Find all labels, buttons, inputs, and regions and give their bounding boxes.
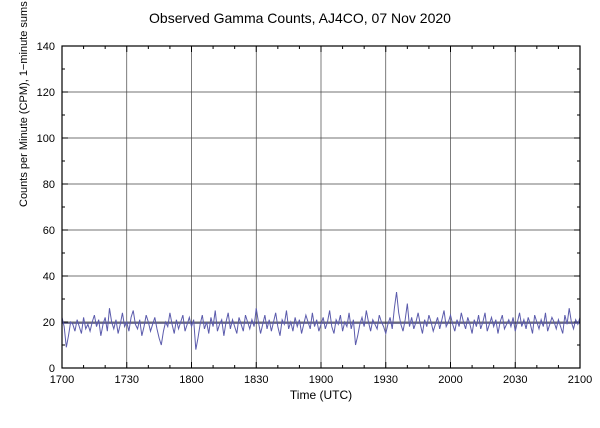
- gamma-counts-series: [61, 292, 581, 350]
- y-tick-label: 20: [43, 317, 55, 329]
- x-tick-label: 1930: [374, 374, 398, 386]
- x-tick-label: 2030: [503, 374, 527, 386]
- y-tick-label: 60: [43, 225, 55, 237]
- x-tick-label: 2100: [568, 374, 592, 386]
- x-tick-label: 1900: [309, 374, 333, 386]
- y-tick-label: 140: [37, 41, 55, 53]
- x-tick-label: 1830: [244, 374, 268, 386]
- x-tick-label: 1730: [115, 374, 139, 386]
- plot-border: [61, 45, 581, 369]
- x-axis-label: Time (UTC): [289, 388, 353, 402]
- y-tick-label: 40: [43, 271, 55, 283]
- y-tick-label: 120: [37, 87, 55, 99]
- y-tick-label: 100: [37, 133, 55, 145]
- y-tick-label: 80: [43, 179, 55, 191]
- y-tick-label: 0: [49, 363, 55, 375]
- x-tick-label: 1800: [179, 374, 203, 386]
- x-tick-label: 2000: [438, 374, 462, 386]
- x-tick-label: 1700: [50, 374, 74, 386]
- chart-title: Observed Gamma Counts, AJ4CO, 07 Nov 202…: [149, 10, 451, 26]
